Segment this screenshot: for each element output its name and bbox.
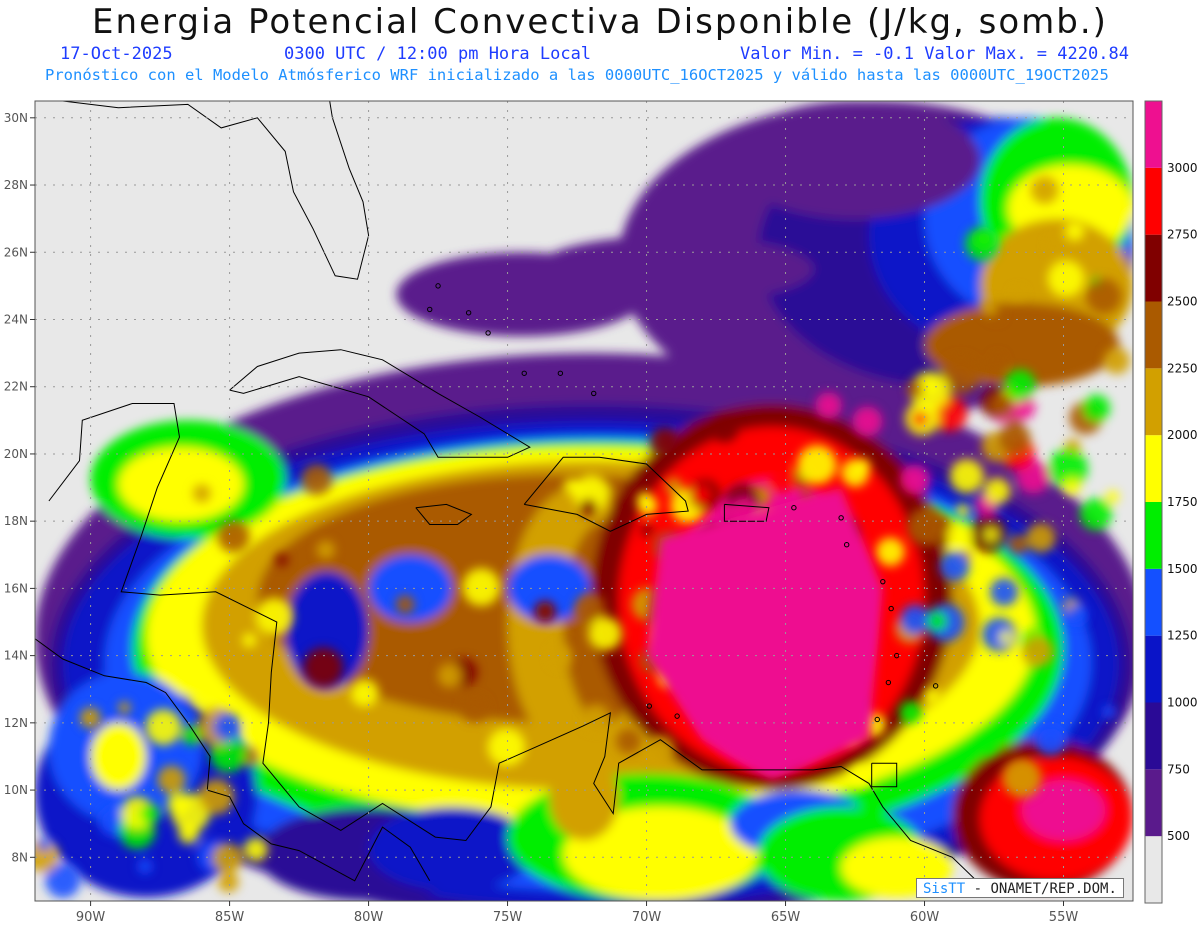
map-frame (34, 100, 1134, 902)
lat-tick-label: 24N (4, 312, 28, 326)
colorbar-swatch (1145, 167, 1162, 235)
colorbar-label: 500 (1167, 829, 1190, 843)
lat-tick-label: 20N (4, 447, 28, 461)
colorbar-label: 2250 (1167, 361, 1198, 375)
lat-tick-label: 22N (4, 380, 28, 394)
colorbar-swatch (1145, 435, 1162, 502)
lon-tick-label: 60W (910, 910, 940, 925)
colorbar-label: 2500 (1167, 295, 1198, 309)
colorbar-label: 1750 (1167, 495, 1198, 509)
lat-tick-label: 10N (4, 783, 28, 797)
colorbar-label: 1250 (1167, 629, 1198, 643)
lat-tick-label: 18N (4, 514, 28, 528)
colorbar-swatch (1145, 101, 1162, 168)
lat-tick-label: 16N (4, 581, 28, 595)
lon-tick-label: 85W (215, 910, 245, 925)
lat-tick-label: 26N (4, 245, 28, 259)
colorbar-label: 1000 (1167, 696, 1198, 710)
lon-tick-label: 55W (1049, 910, 1079, 925)
lon-tick-label: 90W (76, 910, 106, 925)
min-max-values: Valor Min. = -0.1 Valor Max. = 4220.84 (740, 44, 1129, 64)
lat-lon-grid (35, 101, 1133, 901)
colorbar-swatch (1145, 234, 1162, 302)
colorbar-swatch (1145, 836, 1162, 903)
lat-tick-label: 14N (4, 649, 28, 663)
colorbar-swatch (1145, 502, 1162, 569)
colorbar-swatch (1145, 702, 1162, 770)
longitude-ticks: 90W 85W 80W 75W 70W 65W 60W 55W (76, 901, 1078, 925)
colorbar-swatch (1145, 635, 1162, 703)
lon-tick-label: 65W (771, 910, 801, 925)
lon-tick-label: 75W (493, 910, 523, 925)
latitude-ticks: 30N 28N 26N 24N 22N 20N 18N 16N 14N 12N 10N 8N (4, 111, 35, 864)
colorbar-swatch (1145, 568, 1162, 636)
credit-label: SisTT - ONAMET/REP.DOM. (916, 878, 1124, 898)
colorbar-label: 3000 (1167, 161, 1198, 175)
lat-tick-label: 12N (4, 716, 28, 730)
colorbar-label: 1500 (1167, 562, 1198, 576)
colorbar-swatch (1145, 368, 1162, 436)
colorbar-label: 2000 (1167, 428, 1198, 442)
map-area (34, 100, 1134, 902)
lon-tick-label: 80W (354, 910, 384, 925)
lat-tick-label: 30N (4, 111, 28, 125)
colorbar-label: 2750 (1167, 228, 1198, 242)
valid-time: 0300 UTC / 12:00 pm Hora Local (284, 44, 592, 64)
valid-date: 17-Oct-2025 (60, 44, 173, 64)
credit-sis: SisTT (923, 881, 966, 897)
colorbar-label: 750 (1167, 762, 1190, 776)
colorbar-swatch (1145, 301, 1162, 369)
coastlines (35, 101, 995, 898)
map-title: Energia Potencial Convectiva Disponible … (92, 2, 1108, 42)
lon-tick-label: 70W (632, 910, 662, 925)
colorbar-swatch (1145, 769, 1162, 837)
lat-tick-label: 28N (4, 178, 28, 192)
forecast-info: Pronóstico con el Modelo Atmósferico WRF… (45, 66, 1109, 84)
lat-tick-label: 8N (11, 850, 28, 864)
colorbar: 500 750 1000 1250 1500 1750 2000 2250 2500 2750 30… (1144, 100, 1198, 904)
credit-agency: - ONAMET/REP.DOM. (965, 881, 1117, 897)
